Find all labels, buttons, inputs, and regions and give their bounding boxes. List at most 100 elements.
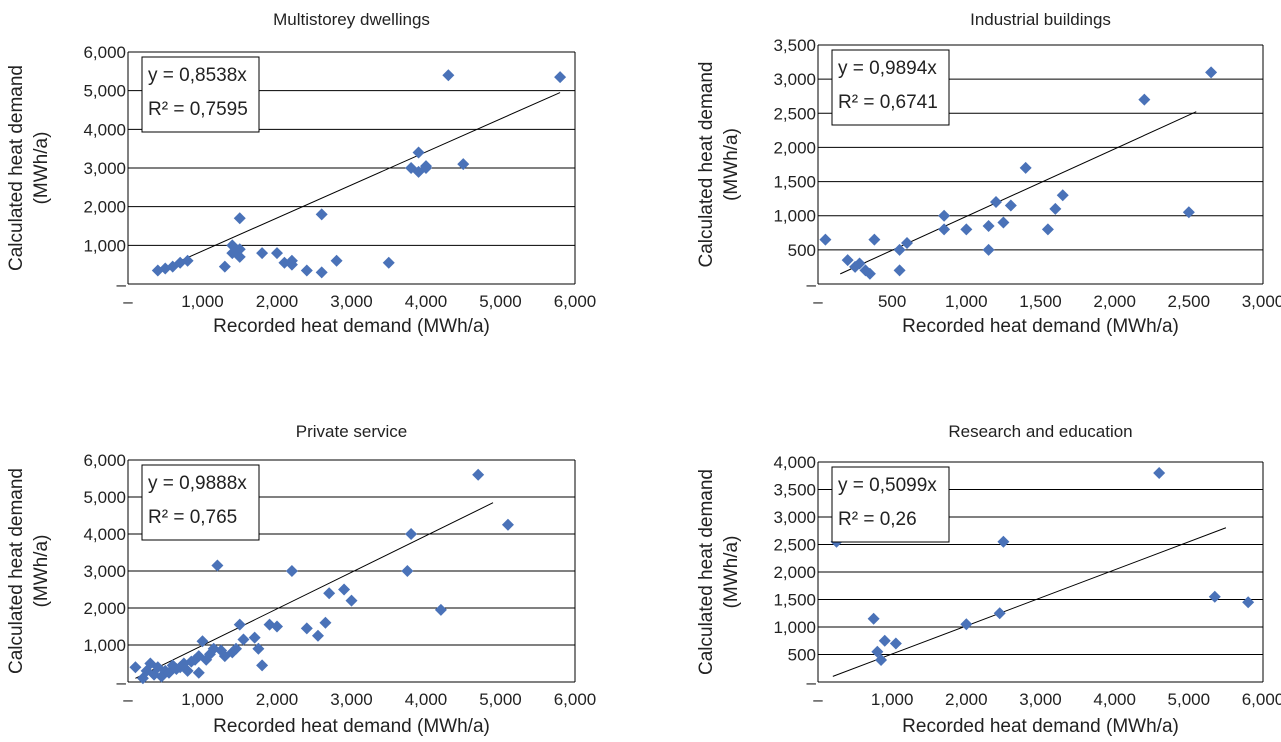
x-tick-label: 1,000	[181, 292, 224, 311]
x-tick-label: 6,000	[554, 292, 597, 311]
data-point	[938, 209, 951, 222]
trendline	[832, 527, 1227, 677]
x-tick-label: –	[813, 292, 823, 311]
trendline	[157, 92, 561, 272]
y-tick-label: 4,000	[83, 525, 126, 544]
data-point	[1019, 161, 1032, 174]
data-point	[338, 583, 351, 596]
y-tick-label: 6,000	[83, 43, 126, 62]
y-tick-label: 4,000	[83, 120, 126, 139]
data-point	[300, 622, 313, 635]
data-point	[405, 528, 418, 540]
data-point	[330, 254, 343, 267]
data-point	[893, 243, 906, 256]
data-point	[315, 266, 328, 279]
data-point	[345, 594, 358, 607]
data-point	[233, 250, 246, 263]
x-axis-label: Recorded heat demand (MWh/a)	[213, 716, 490, 737]
x-tick-label: 500	[878, 292, 906, 311]
x-tick-label: 4,000	[405, 690, 448, 709]
x-tick-label: 3,000	[1242, 292, 1281, 311]
x-tick-label: 3,000	[330, 690, 373, 709]
equation-box	[141, 464, 260, 541]
data-point	[1049, 202, 1062, 215]
x-tick-label: 2,000	[1093, 292, 1136, 311]
chart-panel: – 1,000 2,000 3,000 4,000 5,000 6,000 – 1,000 2,0…	[6, 422, 596, 737]
data-point	[993, 607, 1006, 620]
data-point	[997, 535, 1010, 548]
data-point	[218, 260, 231, 273]
data-point	[442, 69, 455, 82]
data-point	[233, 618, 246, 631]
data-point	[271, 620, 283, 633]
y-tick-label: –	[807, 275, 817, 294]
data-point	[252, 642, 265, 655]
y-tick-label: 2,000	[83, 599, 126, 618]
data-point	[233, 243, 246, 256]
x-axis-label: Recorded heat demand (MWh/a)	[902, 716, 1179, 737]
data-point	[300, 264, 313, 277]
data-point	[982, 219, 995, 232]
y-tick-label: 4,000	[773, 453, 816, 472]
equation-box	[141, 56, 260, 133]
x-tick-label: 5,000	[479, 690, 522, 709]
y-tick-label: 500	[788, 646, 816, 665]
y-tick-label: 500	[788, 241, 816, 260]
x-tick-label: 3,000	[1019, 690, 1062, 709]
y-tick-label: –	[117, 275, 127, 294]
data-point	[256, 247, 269, 260]
x-tick-label: 5,000	[1168, 690, 1211, 709]
y-axis-label: (MWh/a)	[31, 535, 52, 608]
data-point	[867, 612, 880, 625]
chart-panel: – 500 1,000 1,500 2,000 2,500 3,000 3,500 – 500 1,…	[696, 10, 1281, 337]
x-tick-label: 4,000	[1093, 690, 1136, 709]
data-point	[457, 158, 470, 171]
x-tick-label: 1,000	[181, 690, 224, 709]
y-tick-label: 1,000	[83, 236, 126, 255]
y-tick-label: 2,000	[83, 198, 126, 217]
x-tick-label: 3,000	[330, 292, 373, 311]
trend-equation: y = 0,8538x	[148, 65, 247, 86]
y-tick-label: 3,000	[83, 562, 126, 581]
y-tick-label: 2,500	[773, 536, 816, 555]
data-point	[1041, 223, 1054, 236]
y-tick-label: 2,000	[773, 563, 816, 582]
data-point	[1205, 66, 1218, 79]
y-tick-label: 1,000	[773, 207, 816, 226]
equation-box	[831, 49, 950, 126]
y-axis-label: (MWh/a)	[721, 128, 742, 201]
x-tick-label: –	[123, 292, 133, 311]
y-tick-label: 3,500	[773, 481, 816, 500]
chart-title: Private service	[296, 422, 407, 441]
chart-title: Industrial buildings	[970, 10, 1111, 29]
data-point	[315, 208, 328, 221]
y-tick-label: 3,000	[83, 159, 126, 178]
trend-equation: y = 0,5099x	[838, 475, 937, 496]
data-point	[196, 635, 209, 648]
data-point	[1153, 467, 1166, 479]
y-tick-label: 1,500	[773, 173, 816, 192]
x-tick-label: 1,000	[871, 690, 914, 709]
y-tick-label: –	[117, 673, 127, 692]
data-point	[868, 233, 881, 246]
data-point	[211, 559, 224, 572]
y-axis-label: Calculated heat demand	[696, 62, 717, 268]
y-axis-label: (MWh/a)	[721, 536, 742, 609]
y-tick-label: 2,000	[773, 138, 816, 157]
data-point	[893, 264, 906, 277]
data-point	[271, 247, 283, 260]
chart-title: Research and education	[948, 422, 1132, 441]
x-tick-label: 4,000	[405, 292, 448, 311]
data-point	[1056, 189, 1069, 202]
data-point	[285, 258, 298, 271]
data-point	[319, 616, 332, 629]
y-axis-label: Calculated heat demand	[6, 468, 27, 674]
x-tick-label: –	[123, 690, 133, 709]
data-point	[192, 666, 205, 679]
data-point	[256, 659, 269, 672]
y-tick-label: 1,000	[83, 636, 126, 655]
x-axis-label: Recorded heat demand (MWh/a)	[213, 316, 490, 337]
data-point	[889, 637, 902, 650]
y-tick-label: 5,000	[83, 82, 126, 101]
y-tick-label: 2,500	[773, 104, 816, 123]
